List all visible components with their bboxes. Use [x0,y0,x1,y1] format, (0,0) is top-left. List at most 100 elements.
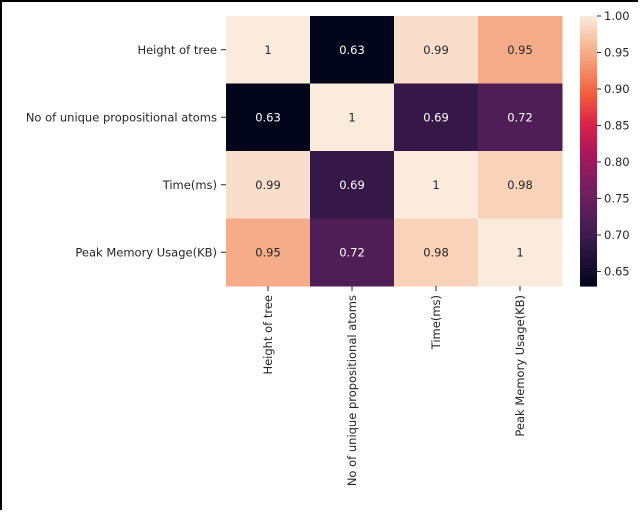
colorbar-segment [580,184,597,188]
colorbar-segment [580,73,597,77]
colorbar-segment [580,253,597,257]
colorbar-segment [580,88,597,92]
colorbar-segment [580,202,597,206]
heatmap-cell-r3-c0 [226,218,311,287]
heatmap-annotations: 1 0.63 0.99 0.95 0.63 1 0.69 0.72 0.99 0.69 1 0.98 0… [255,43,533,260]
colorbar-segment [580,142,597,146]
colorbar-segment [580,94,597,98]
colorbar-segment [580,271,597,275]
colorbar-tick-label: 0.65 [604,264,630,278]
colorbar-segment [580,172,597,176]
colorbar-tick-label: 0.95 [604,45,630,59]
colorbar-segment [580,112,597,116]
colorbar-segment [580,193,597,197]
colorbar-segment [580,28,597,32]
colorbar-segment [580,106,597,110]
colorbar-segment [580,226,597,230]
y-tick-label-height-of-tree: Height of tree [137,43,217,57]
heatmap-annotation-r3-c1: 0.72 [339,245,365,259]
colorbar-segment [580,160,597,164]
heatmap-annotation-r1-c0: 0.63 [255,110,281,124]
colorbar-segment [580,118,597,122]
colorbar-segment [580,70,597,74]
colorbar-tick-label: 1.00 [604,9,630,23]
x-tick-label-height-of-tree: Height of tree [261,295,275,375]
heatmap-cell-r1-c0 [226,83,311,152]
colorbar-segment [580,247,597,251]
colorbar-segment [580,25,597,29]
colorbar-segment [580,187,597,191]
y-tick-label-no-of-unique-propositional-atoms: No of unique propositional atoms [26,110,217,124]
colorbar-tick-label: 0.85 [604,118,630,132]
heatmap-cell-r0-c2 [394,16,479,84]
colorbar-segment [580,178,597,182]
colorbar-segment [580,157,597,161]
heatmap-annotation-r1-c3: 0.72 [507,110,533,124]
heatmap-cells [226,16,563,287]
colorbar-segment [580,76,597,80]
colorbar-segment [580,232,597,236]
x-tick-label-time-ms: Time(ms) [429,295,443,350]
heatmap-annotation-r1-c2: 0.69 [423,110,449,124]
colorbar-segment [580,214,597,218]
heatmap-annotation-r0-c3: 0.95 [507,43,533,57]
colorbar-segment [580,52,597,56]
y-tick-label-time-ms: Time(ms) [162,178,217,192]
colorbar-segment [580,208,597,212]
colorbar-tick-label: 0.90 [604,82,630,96]
colorbar-segment [580,169,597,173]
colorbar-segment [580,205,597,209]
colorbar-segment [580,136,597,140]
x-tick-label-no-of-unique-propositional-atoms: No of unique propositional atoms [345,295,359,486]
colorbar-segment [580,79,597,83]
heatmap-cell-r1-c2 [394,83,479,152]
heatmap-annotation-r1-c1: 1 [348,110,355,124]
colorbar-segment [580,277,597,281]
colorbar-segment [580,43,597,47]
colorbar-segment [580,124,597,128]
colorbar-tick-label: 0.75 [604,191,630,205]
heatmap-annotation-r3-c0: 0.95 [255,245,281,259]
colorbar-segment [580,49,597,53]
colorbar-segment [580,223,597,227]
colorbar-segment [580,238,597,242]
colorbar-segment [580,241,597,245]
colorbar-segment [580,190,597,194]
colorbar-segment [580,175,597,179]
heatmap-annotation-r2-c1: 0.69 [339,178,365,192]
x-tick-label-peak-memory-usage-kb: Peak Memory Usage(KB) [513,295,527,437]
colorbar-segment [580,115,597,119]
colorbar-segment [580,97,597,101]
colorbar-segment [580,181,597,185]
heatmap-annotation-r2-c3: 0.98 [507,178,533,192]
colorbar-tick-label: 0.80 [604,155,630,169]
colorbar-segment [580,166,597,170]
colorbar-segment [580,82,597,86]
colorbar-segment [580,100,597,104]
heatmap-annotation-r0-c2: 0.99 [423,43,449,57]
colorbar-segment [580,268,597,272]
heatmap-annotation-r3-c2: 0.98 [423,245,449,259]
colorbar-segment [580,235,597,239]
colorbar-segment [580,151,597,155]
colorbar-segment [580,127,597,131]
x-axis-ticks: Height of tree No of unique propositional… [261,286,527,486]
heatmap-cell-r0-c1 [310,16,395,84]
colorbar-segment [580,85,597,89]
colorbar-segment [580,22,597,26]
colorbar-segment [580,283,597,287]
colorbar-segment [580,55,597,59]
colorbar-segment [580,199,597,203]
heatmap-cell-r1-c1 [310,83,395,152]
colorbar-segment [580,244,597,248]
colorbar-segment [580,67,597,71]
heatmap-cell-r2-c0 [226,151,311,219]
heatmap-cell-r3-c3 [478,218,563,287]
colorbar-segment [580,109,597,113]
heatmap-annotation-r0-c1: 0.63 [339,43,365,57]
heatmap-cell-r0-c0 [226,16,311,84]
colorbar-segment [580,61,597,65]
colorbar-segment [580,37,597,41]
colorbar-segment [580,265,597,269]
